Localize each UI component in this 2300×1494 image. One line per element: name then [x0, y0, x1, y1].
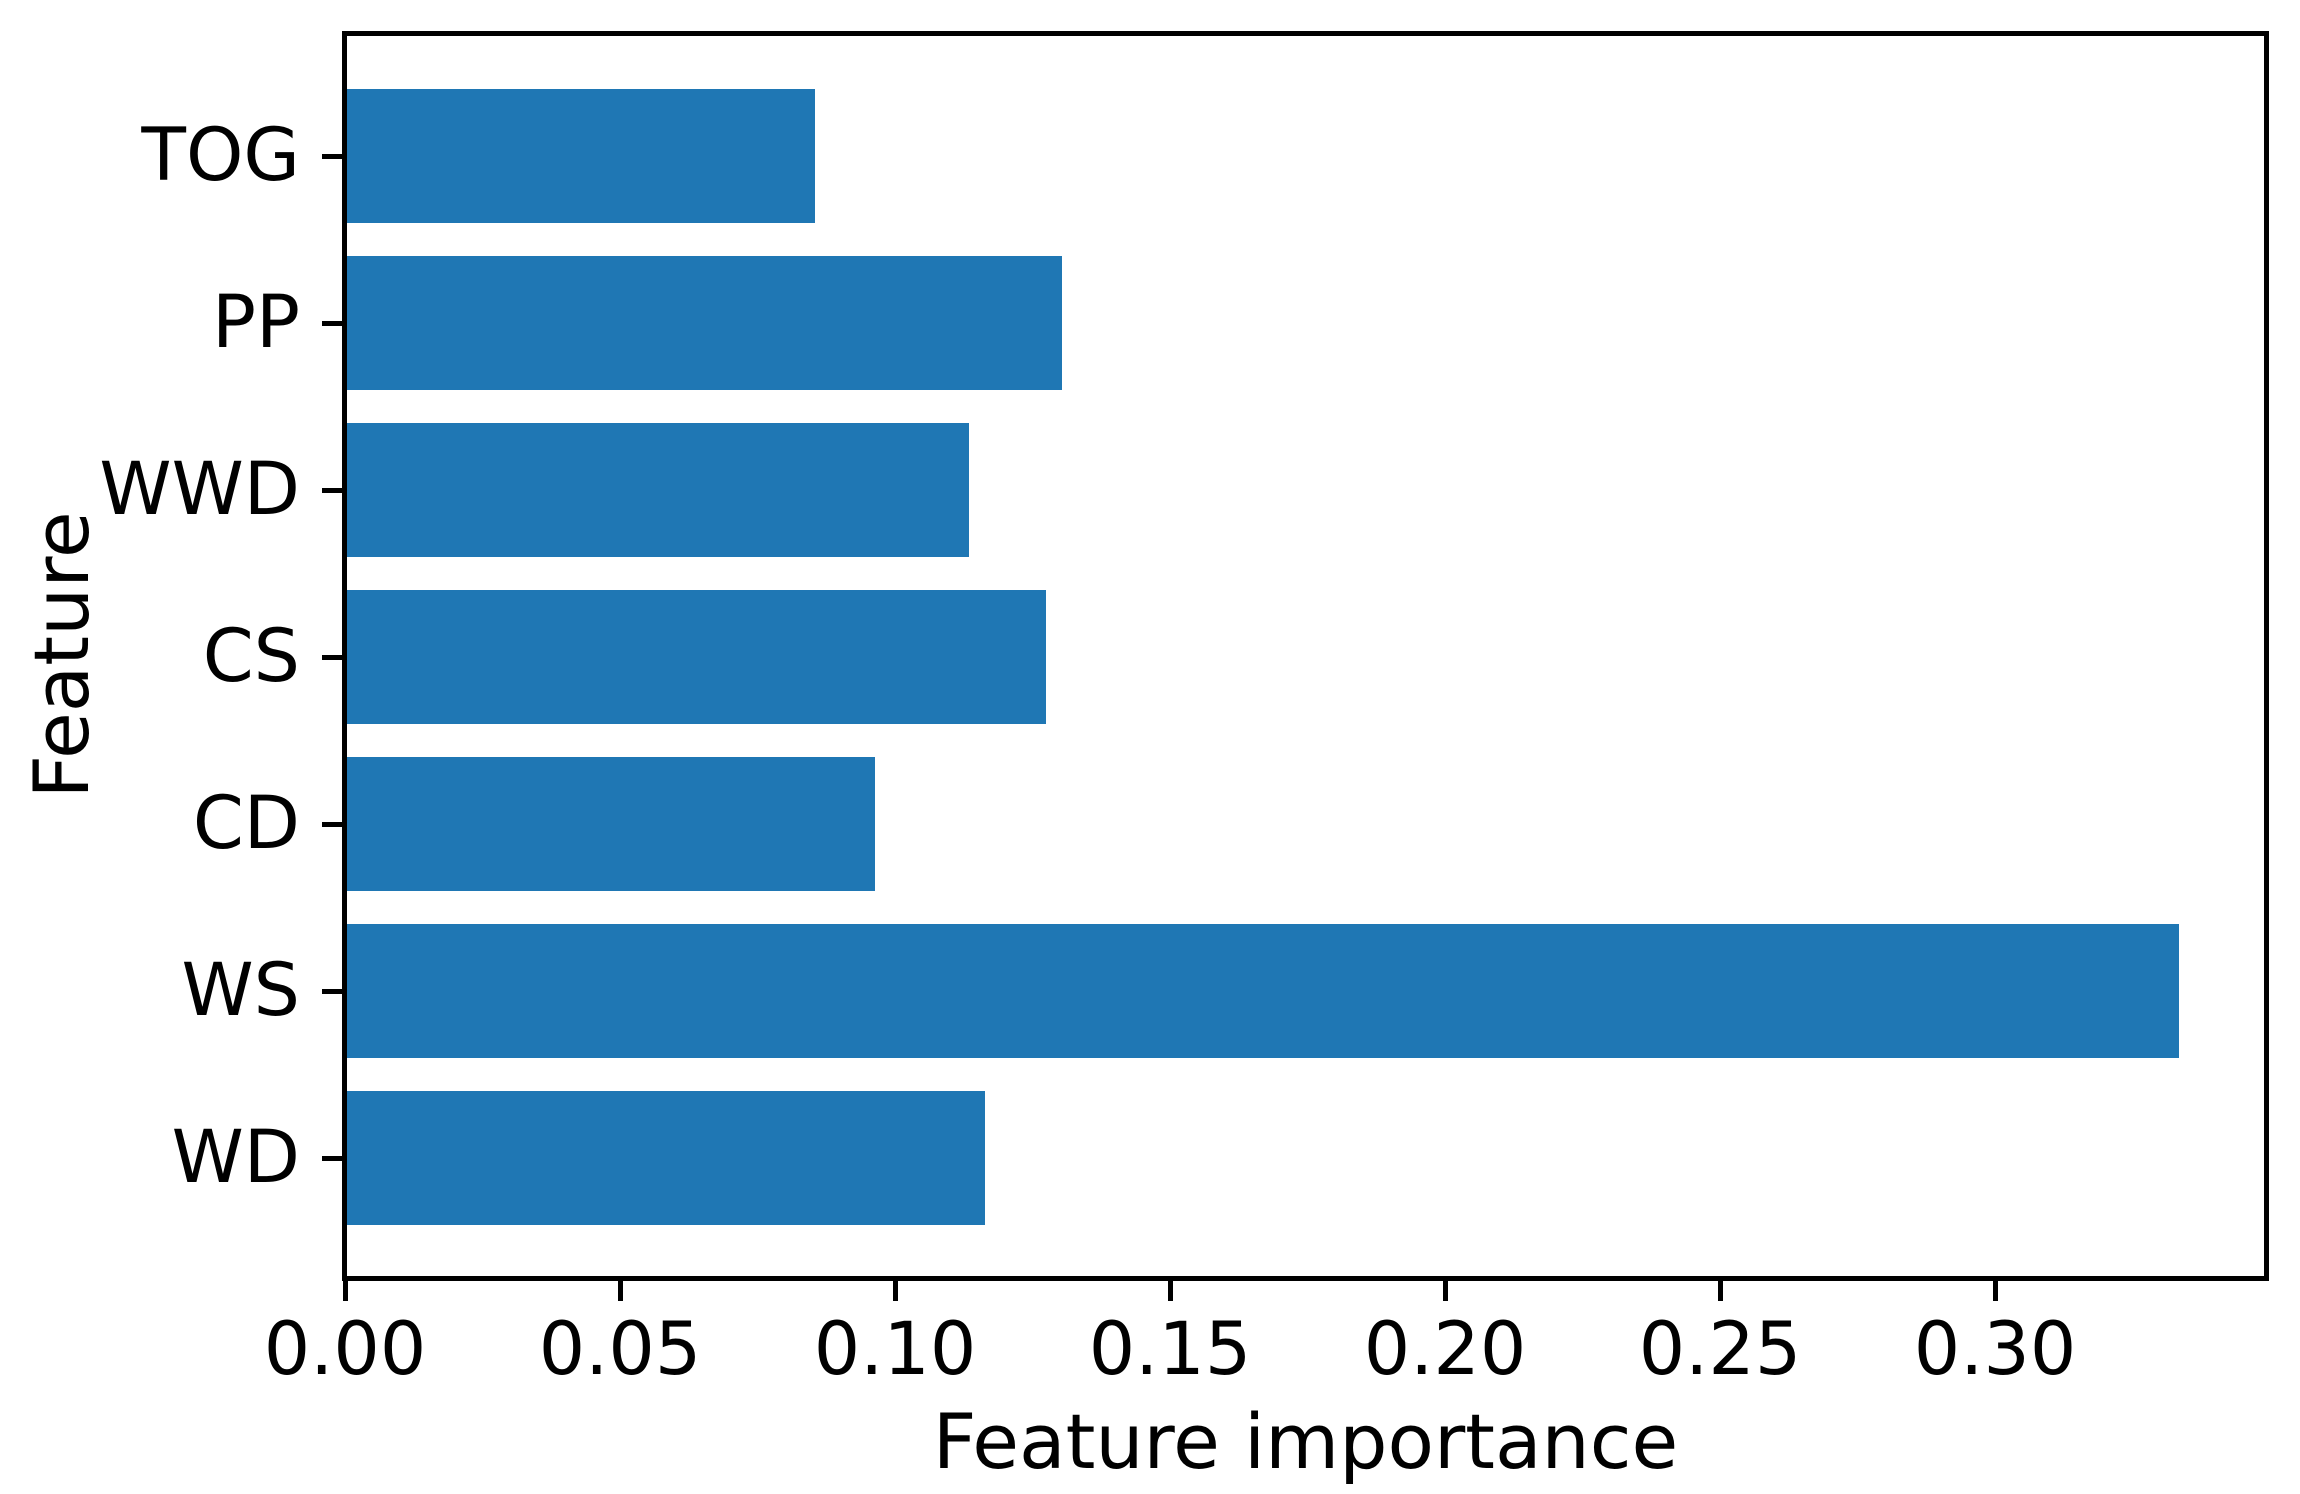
bar-cd	[347, 757, 875, 891]
x-tick-label: 0.00	[263, 1307, 427, 1392]
x-tick-label: 0.25	[1638, 1307, 1802, 1392]
bar-wd	[347, 1091, 985, 1225]
bar-ws	[347, 924, 2179, 1058]
y-tick-label: WWD	[99, 447, 300, 532]
x-tick-mark	[343, 1281, 348, 1301]
x-tick-mark	[1168, 1281, 1173, 1301]
x-tick-label: 0.15	[1088, 1307, 1252, 1392]
y-axis-label: Feature	[17, 511, 106, 799]
y-tick-mark	[322, 822, 342, 827]
y-tick-label: CD	[192, 781, 300, 866]
y-tick-mark	[322, 989, 342, 994]
y-tick-label: WD	[171, 1115, 300, 1200]
x-tick-mark	[1443, 1281, 1448, 1301]
y-tick-mark	[322, 655, 342, 660]
y-tick-label: WS	[181, 948, 300, 1033]
bar-wwd	[347, 423, 969, 557]
y-tick-mark	[322, 488, 342, 493]
y-tick-mark	[322, 1156, 342, 1161]
x-tick-label: 0.20	[1363, 1307, 1527, 1392]
y-tick-label: CS	[202, 614, 300, 699]
x-axis-label: Feature importance	[932, 1397, 1679, 1486]
x-tick-mark	[1993, 1281, 1998, 1301]
bar-tog	[347, 89, 815, 223]
x-tick-label: 0.05	[538, 1307, 702, 1392]
x-tick-label: 0.10	[813, 1307, 977, 1392]
y-tick-label: TOG	[141, 113, 300, 198]
y-tick-mark	[322, 154, 342, 159]
x-tick-mark	[1718, 1281, 1723, 1301]
y-tick-mark	[322, 321, 342, 326]
y-tick-label: PP	[211, 280, 300, 365]
x-tick-mark	[893, 1281, 898, 1301]
x-tick-label: 0.30	[1913, 1307, 2077, 1392]
bar-pp	[347, 256, 1062, 390]
x-tick-mark	[618, 1281, 623, 1301]
bar-cs	[347, 590, 1046, 724]
